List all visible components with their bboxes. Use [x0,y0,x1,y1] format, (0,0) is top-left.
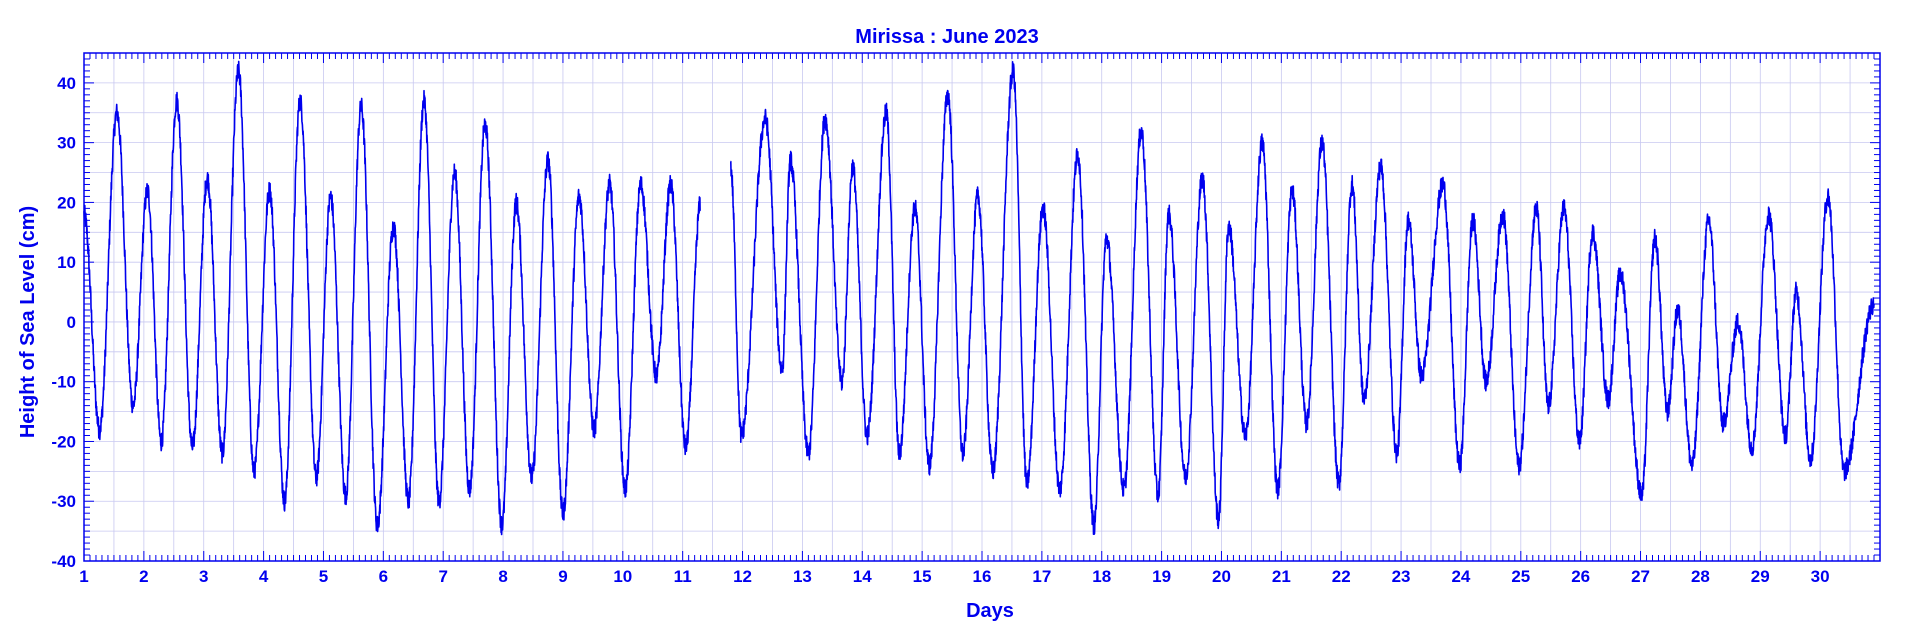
x-tick-label: 10 [613,567,632,586]
x-tick-labels: 1 2 3 4 5 6 7 8 9 10 11 12 13 14 15 16 17 18 19 20 21 22 23 24 2… [79,567,1829,586]
x-tick-label: 9 [558,567,567,586]
y-tick-labels: -40 -30 -20 -10 0 10 20 30 40 [51,74,76,571]
x-tick-label: 24 [1451,567,1470,586]
x-tick-label: 7 [438,567,447,586]
x-tick-label: 19 [1152,567,1171,586]
x-tick-label: 20 [1212,567,1231,586]
x-tick-label: 13 [793,567,812,586]
x-tick-label: 8 [498,567,507,586]
y-tick-label: 10 [57,253,76,272]
x-tick-label: 30 [1811,567,1830,586]
x-tick-label: 11 [674,567,692,586]
y-tick-label: -40 [51,552,76,571]
x-tick-label: 17 [1032,567,1051,586]
y-tick-label: -30 [51,492,76,511]
x-tick-label: 27 [1631,567,1650,586]
minor-ticks [83,52,1881,562]
x-tick-label: 29 [1751,567,1770,586]
sea-level-line [729,60,1875,536]
x-tick-label: 23 [1392,567,1411,586]
y-tick-label: -20 [51,432,76,451]
x-tick-label: 15 [913,567,932,586]
chart-title: Mirissa : June 2023 [855,26,1038,48]
x-axis-label: Days [966,600,1014,622]
x-tick-label: 14 [853,567,872,586]
x-tick-label: 2 [139,567,148,586]
sea-level-line [83,60,701,536]
x-tick-label: 16 [973,567,992,586]
x-tick-label: 4 [259,567,269,586]
x-tick-label: 1 [79,567,88,586]
y-axis-label: Height of Sea Level (cm) [17,206,39,438]
y-tick-label: 30 [57,134,76,153]
x-tick-label: 5 [319,567,328,586]
plot-frame [83,52,1881,562]
x-tick-label: 6 [379,567,388,586]
x-tick-label: 22 [1332,567,1351,586]
x-tick-label: 25 [1511,567,1530,586]
y-tick-label: -10 [51,373,76,392]
x-tick-label: 12 [733,567,752,586]
x-tick-label: 26 [1571,567,1590,586]
y-tick-label: 40 [57,74,76,93]
x-tick-label: 3 [199,567,208,586]
y-tick-label: 20 [57,193,76,212]
series-layer [83,60,1875,536]
x-tick-label: 21 [1272,567,1291,586]
y-tick-label: 0 [67,313,76,332]
x-tick-label: 18 [1092,567,1111,586]
x-tick-label: 28 [1691,567,1710,586]
